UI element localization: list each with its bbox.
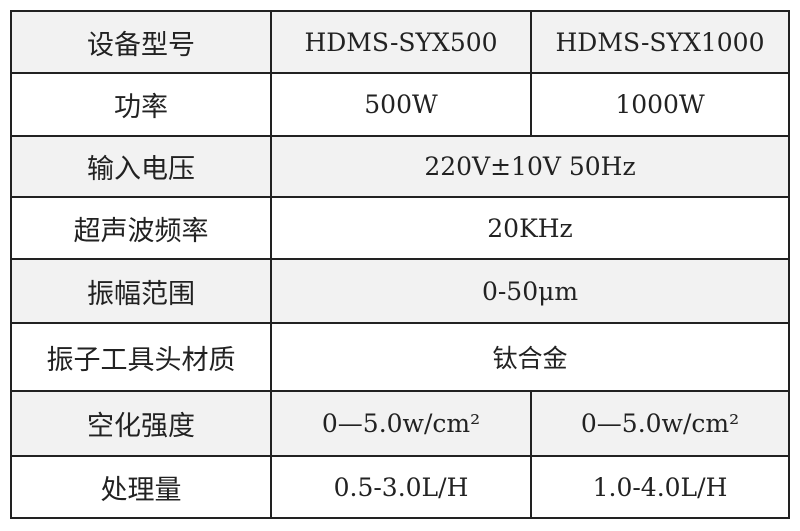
row-label: 处理量 <box>10 455 272 519</box>
row-label: 设备型号 <box>10 10 272 74</box>
row-label: 输入电压 <box>10 135 272 198</box>
row-label: 振幅范围 <box>10 258 272 324</box>
cell-syx1000: 1000W <box>530 72 790 137</box>
cell-shared: 220V±10V 50Hz <box>270 135 790 198</box>
row-label: 振子工具头材质 <box>10 322 272 392</box>
table-row: 设备型号 HDMS-SYX500 HDMS-SYX1000 <box>10 10 790 74</box>
table-row: 空化强度 0—5.0w/cm² 0—5.0w/cm² <box>10 390 790 457</box>
cell-syx1000: 0—5.0w/cm² <box>530 390 790 457</box>
cell-syx500: 0—5.0w/cm² <box>270 390 532 457</box>
row-label: 超声波频率 <box>10 196 272 260</box>
table-row: 输入电压 220V±10V 50Hz <box>10 135 790 198</box>
table-row: 功率 500W 1000W <box>10 72 790 137</box>
cell-syx500: 0.5-3.0L/H <box>270 455 532 519</box>
cell-syx1000: 1.0-4.0L/H <box>530 455 790 519</box>
cell-shared: 20KHz <box>270 196 790 260</box>
cell-syx1000: HDMS-SYX1000 <box>530 10 790 74</box>
table-row: 超声波频率 20KHz <box>10 196 790 260</box>
table-row: 振子工具头材质 钛合金 <box>10 322 790 392</box>
cell-shared: 0-50μm <box>270 258 790 324</box>
row-label: 功率 <box>10 72 272 137</box>
cell-shared: 钛合金 <box>270 322 790 392</box>
row-label: 空化强度 <box>10 390 272 457</box>
table-row: 振幅范围 0-50μm <box>10 258 790 324</box>
table-row: 处理量 0.5-3.0L/H 1.0-4.0L/H <box>10 455 790 519</box>
spec-table: 设备型号 HDMS-SYX500 HDMS-SYX1000 功率 500W 1000W 输入… <box>10 10 790 519</box>
cell-syx500: HDMS-SYX500 <box>270 10 532 74</box>
cell-syx500: 500W <box>270 72 532 137</box>
